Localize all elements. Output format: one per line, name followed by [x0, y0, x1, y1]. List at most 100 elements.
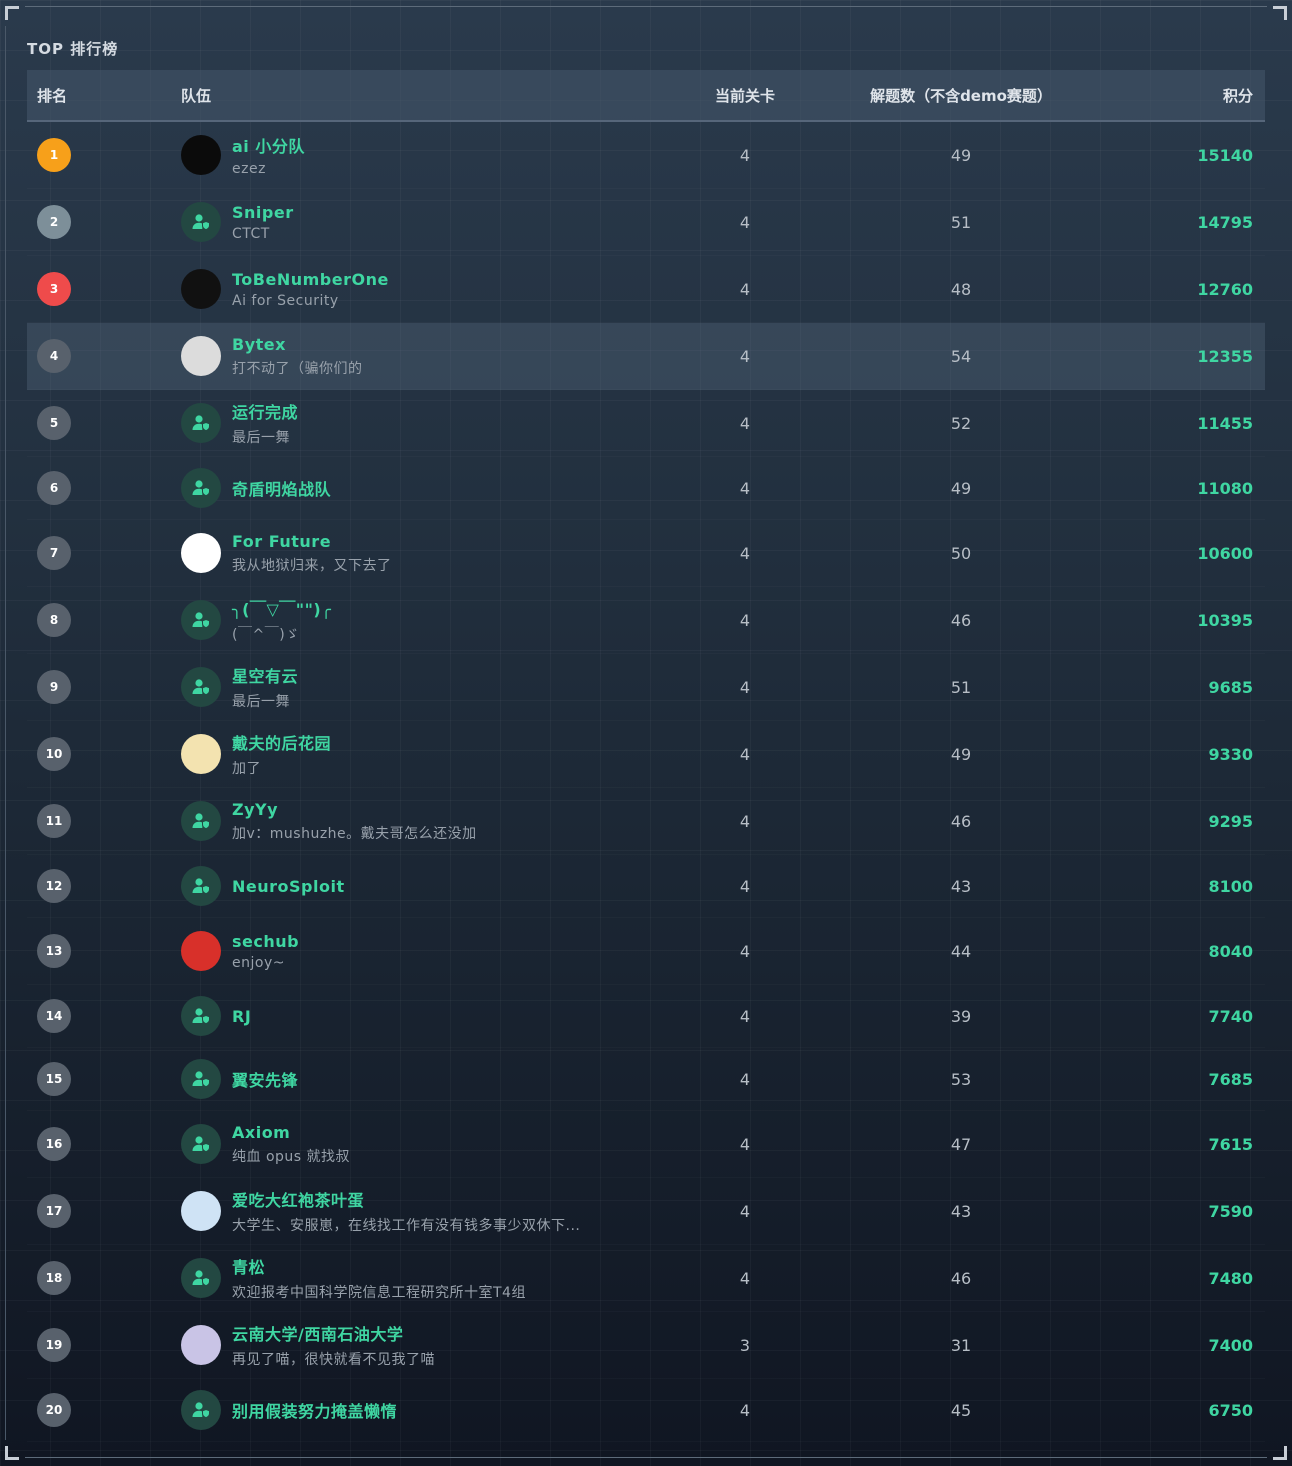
header-team: 队伍 [181, 86, 212, 105]
table-row[interactable]: 20 别用假装努力掩盖懒惰 4 45 6750 [27, 1379, 1265, 1442]
table-row[interactable]: 16 Axiom 纯血 opus 就找叔 4 47 7615 [27, 1111, 1265, 1178]
table-row[interactable]: 7 For Future 我从地狱归来，又下去了 4 50 10600 [27, 520, 1265, 587]
table-row[interactable]: 11 ZyYy 加v：mushuzhe。戴夫哥怎么还没加 4 46 9295 [27, 788, 1265, 855]
team-cell: Sniper CTCT [181, 202, 645, 242]
team-name[interactable]: Axiom [232, 1122, 291, 1142]
rank-cell: 6 [27, 471, 181, 505]
rank-badge: 5 [37, 406, 71, 440]
team-cell: 别用假装努力掩盖懒惰 [181, 1390, 645, 1430]
team-name[interactable]: 奇盾明焰战队 [232, 480, 332, 499]
solved-cell: 46 [950, 1268, 972, 1288]
team-cell: Axiom 纯血 opus 就找叔 [181, 1123, 645, 1166]
score-cell: 11080 [1197, 478, 1253, 498]
table-row[interactable]: 2 Sniper CTCT 4 51 14795 [27, 189, 1265, 256]
team-motto: Ai for Security [232, 292, 339, 309]
team-name[interactable]: NeuroSploit [232, 876, 345, 896]
table-row[interactable]: 13 sechub enjoy~ 4 44 8040 [27, 918, 1265, 985]
header-score: 积分 [1222, 86, 1253, 105]
team-name[interactable]: ai 小分队 [232, 137, 305, 156]
rank-badge: 10 [37, 737, 71, 771]
table-row[interactable]: 17 爱吃大红袍茶叶蛋 大学生、安服崽，在线找工作有没有钱多事少双休下... 4… [27, 1178, 1265, 1245]
table-row[interactable]: 6 奇盾明焰战队 4 49 11080 [27, 457, 1265, 520]
rank-badge: 12 [37, 869, 71, 903]
table-row[interactable]: 3 ToBeNumberOne Ai for Security 4 48 127… [27, 256, 1265, 323]
team-name[interactable]: 爱吃大红袍茶叶蛋 [232, 1191, 365, 1210]
solved-cell: 51 [950, 212, 972, 232]
level-cell: 4 [739, 145, 751, 165]
level-cell: 3 [739, 1335, 751, 1355]
avatar [181, 931, 221, 971]
team-name[interactable]: 青松 [232, 1258, 266, 1277]
rank-cell: 20 [27, 1393, 181, 1427]
team-name[interactable]: sechub [232, 931, 300, 951]
level-cell: 4 [739, 610, 751, 630]
rank-badge: 1 [37, 138, 71, 172]
score-cell: 9685 [1208, 677, 1253, 697]
table-row[interactable]: 8 ╮(￣▽￣"")╭ (￣^￣)ゞ 4 46 10395 [27, 587, 1265, 654]
team-name[interactable]: 星空有云 [232, 667, 299, 686]
team-motto: 最后一舞 [232, 694, 290, 710]
level-cell: 4 [739, 1201, 751, 1221]
rank-badge: 8 [37, 603, 71, 637]
solved-cell: 49 [950, 744, 972, 764]
solved-cell: 46 [950, 811, 972, 831]
rank-cell: 5 [27, 406, 181, 440]
level-cell: 4 [739, 543, 751, 563]
table-row[interactable]: 10 戴夫的后花园 加了 4 49 9330 [27, 721, 1265, 788]
user-shield-icon [181, 1059, 221, 1099]
team-name[interactable]: Sniper [232, 202, 294, 222]
team-cell: Bytex 打不动了（骗你们的 [181, 335, 645, 378]
table-row[interactable]: 1 ai 小分队 ezez 4 49 15140 [27, 122, 1265, 189]
team-name[interactable]: ╮(￣▽￣"")╭ [232, 600, 332, 619]
table-row[interactable]: 5 运行完成 最后一舞 4 52 11455 [27, 390, 1265, 457]
user-shield-icon [181, 468, 221, 508]
team-name[interactable]: 戴夫的后花园 [232, 734, 332, 753]
solved-cell: 49 [950, 478, 972, 498]
user-shield-icon [181, 996, 221, 1036]
team-cell: 奇盾明焰战队 [181, 468, 645, 508]
team-name[interactable]: 翼安先锋 [232, 1071, 299, 1090]
team-name[interactable]: ZyYy [232, 799, 279, 819]
score-cell: 9295 [1208, 811, 1253, 831]
rank-badge: 9 [37, 670, 71, 704]
team-name[interactable]: 别用假装努力掩盖懒惰 [232, 1402, 398, 1421]
team-name[interactable]: RJ [232, 1006, 252, 1026]
level-cell: 4 [739, 1006, 751, 1026]
team-cell: NeuroSploit [181, 866, 645, 906]
table-header: 排名 队伍 当前关卡 解题数（不含demo赛题） 积分 [27, 70, 1265, 122]
team-name[interactable]: For Future [232, 531, 332, 551]
table-row[interactable]: 4 Bytex 打不动了（骗你们的 4 54 12355 [27, 323, 1265, 390]
page-title: TOP 排行榜 [27, 40, 119, 58]
score-cell: 9330 [1208, 744, 1253, 764]
score-cell: 8100 [1208, 876, 1253, 896]
solved-cell: 31 [950, 1335, 972, 1355]
table-row[interactable]: 12 NeuroSploit 4 43 8100 [27, 855, 1265, 918]
rank-badge: 7 [37, 536, 71, 570]
solved-cell: 44 [950, 941, 972, 961]
score-cell: 10600 [1197, 543, 1253, 563]
team-name[interactable]: 云南大学/西南石油大学 [232, 1325, 404, 1344]
rank-cell: 10 [27, 737, 181, 771]
table-row[interactable]: 18 青松 欢迎报考中国科学院信息工程研究所十室T4组 4 46 7480 [27, 1245, 1265, 1312]
user-shield-icon [181, 202, 221, 242]
team-cell: ╮(￣▽￣"")╭ (￣^￣)ゞ [181, 596, 645, 644]
rank-badge: 20 [37, 1393, 71, 1427]
team-cell: 运行完成 最后一舞 [181, 399, 645, 447]
team-name[interactable]: ToBeNumberOne [232, 269, 389, 289]
score-cell: 7740 [1208, 1006, 1253, 1026]
team-motto: 欢迎报考中国科学院信息工程研究所十室T4组 [232, 1285, 526, 1301]
rank-badge: 13 [37, 934, 71, 968]
table-row[interactable]: 9 星空有云 最后一舞 4 51 9685 [27, 654, 1265, 721]
team-cell: 爱吃大红袍茶叶蛋 大学生、安服崽，在线找工作有没有钱多事少双休下... [181, 1187, 645, 1235]
solved-cell: 50 [950, 543, 972, 563]
rank-cell: 4 [27, 339, 181, 373]
avatar [181, 135, 221, 175]
table-row[interactable]: 15 翼安先锋 4 53 7685 [27, 1048, 1265, 1111]
table-row[interactable]: 19 云南大学/西南石油大学 再见了喵，很快就看不见我了喵 3 31 7400 [27, 1312, 1265, 1379]
rank-badge: 4 [37, 339, 71, 373]
team-name[interactable]: 运行完成 [232, 403, 299, 422]
table-row[interactable]: 14 RJ 4 39 7740 [27, 985, 1265, 1048]
solved-cell: 45 [950, 1400, 972, 1420]
team-name[interactable]: Bytex [232, 334, 286, 354]
avatar [181, 1325, 221, 1365]
